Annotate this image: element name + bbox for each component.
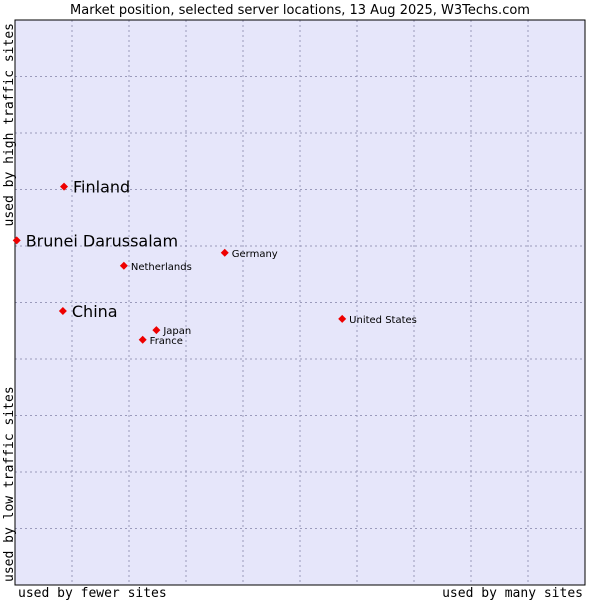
grid-lines (15, 20, 585, 585)
point-china (58, 306, 67, 315)
point-brunei-darussalam (12, 236, 21, 245)
point-label-united-states: United States (349, 315, 417, 326)
plot-border (14, 19, 586, 586)
data-points: Finland Brunei Darussalam China Germany Neth… (12, 178, 417, 347)
point-label-japan: Japan (162, 326, 191, 337)
point-germany (220, 248, 229, 257)
point-france (138, 335, 147, 344)
point-netherlands (119, 261, 128, 270)
point-label-brunei-darussalam: Brunei Darussalam (26, 231, 178, 250)
point-label-germany: Germany (232, 249, 278, 260)
point-label-finland: Finland (73, 178, 130, 197)
point-label-france: France (150, 336, 183, 347)
point-label-china: China (72, 302, 118, 321)
chart-title: Market position, selected server locatio… (70, 3, 530, 18)
y-axis-label-top: used by high traffic sites (2, 23, 17, 227)
point-finland (60, 182, 69, 191)
y-axis-label-bottom: used by low traffic sites (2, 386, 17, 582)
point-united-states (338, 314, 347, 323)
x-axis-label-left: used by fewer sites (18, 586, 167, 600)
point-label-netherlands: Netherlands (131, 262, 192, 273)
point-japan (152, 326, 161, 335)
x-axis-label-right: used by many sites (442, 586, 583, 600)
